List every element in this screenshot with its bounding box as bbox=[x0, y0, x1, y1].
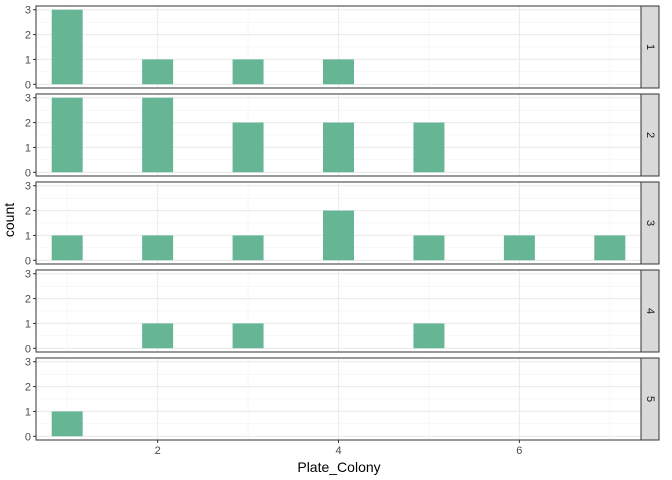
y-tick-label: 0 bbox=[25, 167, 31, 179]
x-tick-label: 2 bbox=[155, 445, 161, 457]
facet-strip-label: 3 bbox=[644, 220, 656, 226]
facet-strip-label: 1 bbox=[644, 44, 656, 50]
histogram-bar bbox=[232, 59, 264, 85]
y-tick-label: 3 bbox=[25, 93, 31, 105]
histogram-bar bbox=[503, 235, 535, 261]
histogram-bar bbox=[142, 323, 174, 349]
x-tick-label: 4 bbox=[335, 445, 341, 457]
y-tick-label: 0 bbox=[25, 255, 31, 267]
x-axis: 2 4 6 bbox=[155, 440, 522, 457]
x-tick-label: 6 bbox=[516, 445, 522, 457]
facet-strip bbox=[640, 269, 660, 353]
facet-panel-4: 0 1 2 3 4 bbox=[25, 269, 660, 355]
facet-strip-label: 4 bbox=[644, 308, 656, 314]
facet-panel-2: 0 1 2 3 2 bbox=[25, 93, 660, 179]
histogram-bar bbox=[594, 235, 626, 261]
histogram-bar bbox=[51, 235, 83, 261]
y-axis-title: count bbox=[1, 203, 17, 237]
histogram-bar bbox=[232, 323, 264, 349]
y-tick-label: 2 bbox=[25, 206, 31, 218]
x-axis-title: Plate_Colony bbox=[297, 459, 380, 475]
histogram-bar bbox=[413, 122, 445, 173]
y-tick-label: 0 bbox=[25, 343, 31, 355]
y-tick-label: 3 bbox=[25, 181, 31, 193]
histogram-bar bbox=[413, 323, 445, 349]
facet-strip bbox=[640, 181, 660, 265]
y-tick-label: 1 bbox=[25, 318, 31, 330]
histogram-bar bbox=[323, 210, 354, 261]
histogram-bar bbox=[232, 235, 264, 261]
y-tick-label: 3 bbox=[25, 5, 31, 17]
y-tick-label: 3 bbox=[25, 269, 31, 281]
y-tick-label: 0 bbox=[25, 431, 31, 443]
histogram-bar bbox=[232, 122, 264, 173]
facet-strip-label: 5 bbox=[644, 396, 656, 402]
y-tick-label: 1 bbox=[25, 54, 31, 66]
facet-strip bbox=[640, 357, 660, 441]
y-tick-label: 1 bbox=[25, 142, 31, 154]
histogram-bar bbox=[51, 9, 83, 85]
y-tick-label: 2 bbox=[25, 294, 31, 306]
y-tick-label: 2 bbox=[25, 382, 31, 394]
histogram-bar bbox=[142, 59, 174, 85]
histogram-bar bbox=[51, 411, 83, 437]
histogram-bar bbox=[323, 122, 354, 173]
facet-strip-label: 2 bbox=[644, 132, 656, 138]
y-tick-label: 3 bbox=[25, 357, 31, 369]
histogram-bar bbox=[323, 59, 354, 85]
facet-panels: 0 1 2 3 1 0 1 2 3 2 0 1 2 3 3 0 1 2 3 4 0 1 2 3 5 bbox=[25, 5, 660, 443]
histogram-bar bbox=[142, 97, 174, 173]
y-tick-label: 0 bbox=[25, 79, 31, 91]
y-tick-label: 2 bbox=[25, 30, 31, 42]
histogram-bar bbox=[142, 235, 174, 261]
histogram-bar bbox=[51, 97, 83, 173]
facet-strip bbox=[640, 5, 660, 89]
facet-panel-1: 0 1 2 3 1 bbox=[25, 5, 660, 91]
y-tick-label: 1 bbox=[25, 406, 31, 418]
facet-strip bbox=[640, 93, 660, 177]
facet-panel-3: 0 1 2 3 3 bbox=[25, 181, 660, 267]
y-tick-label: 2 bbox=[25, 118, 31, 130]
y-tick-label: 1 bbox=[25, 230, 31, 242]
histogram-bar bbox=[413, 235, 445, 261]
